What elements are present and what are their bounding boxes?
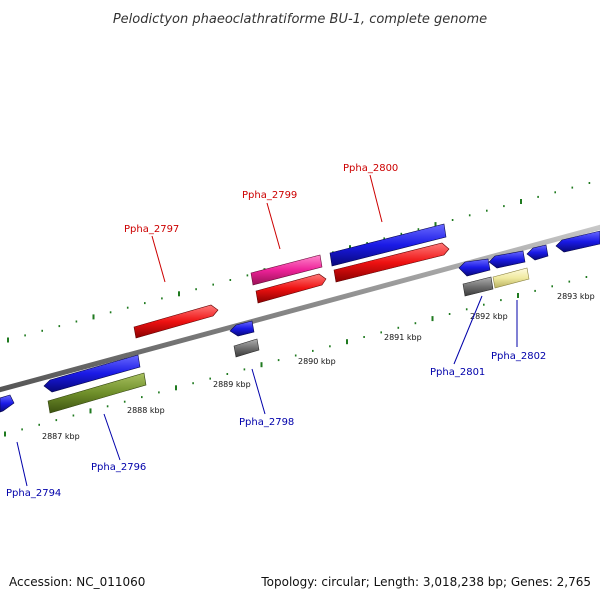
gene-label-ppha-2798[interactable]: Ppha_2798 (239, 417, 294, 428)
scale-label: 2893 kbp (557, 292, 595, 301)
gene-label-ppha-2800[interactable]: Ppha_2800 (343, 163, 398, 174)
gene-red-forward-1[interactable] (255, 273, 327, 304)
genome-summary-text: Topology: circular; Length: 3,018,238 bp… (260, 575, 591, 589)
gene-label-ppha-2794[interactable]: Ppha_2794 (6, 488, 61, 499)
leader-ppha-2800 (369, 174, 383, 223)
gene-label-ppha-2801[interactable]: Ppha_2801 (430, 367, 485, 378)
gene-label-ppha-2797[interactable]: Ppha_2797 (124, 224, 179, 235)
gene-ppha-2798[interactable] (233, 338, 260, 358)
gene-blue-reverse-3[interactable] (458, 258, 491, 277)
leader-ppha-2797 (151, 235, 166, 283)
scale-label: 2892 kbp (470, 312, 508, 321)
gene-ppha-2801[interactable] (462, 276, 494, 297)
scale-label: 2887 kbp (42, 432, 80, 441)
gene-label-ppha-2799[interactable]: Ppha_2799 (242, 190, 297, 201)
gene-red-forward-2[interactable] (333, 242, 450, 283)
gene-blue-reverse-5[interactable] (526, 244, 549, 261)
gene-blue-reverse-6[interactable] (555, 230, 600, 253)
gene-ppha-2797[interactable] (133, 304, 219, 339)
gene-blue-reverse-1[interactable] (43, 354, 141, 393)
scale-label: 2891 kbp (384, 333, 422, 342)
gene-ppha-2800[interactable] (329, 223, 447, 267)
gene-ppha-2802[interactable] (492, 267, 530, 289)
gene-blue-reverse-2[interactable] (229, 320, 255, 337)
gene-label-ppha-2796[interactable]: Ppha_2796 (91, 462, 146, 473)
leader-ppha-2801 (453, 295, 483, 365)
scale-label: 2888 kbp (127, 406, 165, 415)
leader-ppha-2798 (251, 368, 266, 415)
accession-text: Accession: NC_011060 (9, 575, 145, 589)
leader-ppha-2799 (266, 202, 281, 250)
gene-ppha-2796[interactable] (47, 372, 147, 414)
leader-ppha-2796 (103, 413, 121, 461)
tick-track-lower (4, 276, 588, 437)
scale-label: 2889 kbp (213, 380, 251, 389)
leader-ppha-2794 (16, 441, 28, 487)
scale-label: 2890 kbp (298, 357, 336, 366)
gene-blue-reverse-4[interactable] (488, 250, 526, 269)
gene-ppha-2799[interactable] (250, 254, 323, 286)
page-title: Pelodictyon phaeoclathratiforme BU-1, co… (113, 12, 487, 27)
genome-backbone (0, 224, 600, 393)
gene-label-ppha-2802[interactable]: Ppha_2802 (491, 351, 546, 362)
gene-ppha-2794[interactable] (0, 394, 15, 413)
